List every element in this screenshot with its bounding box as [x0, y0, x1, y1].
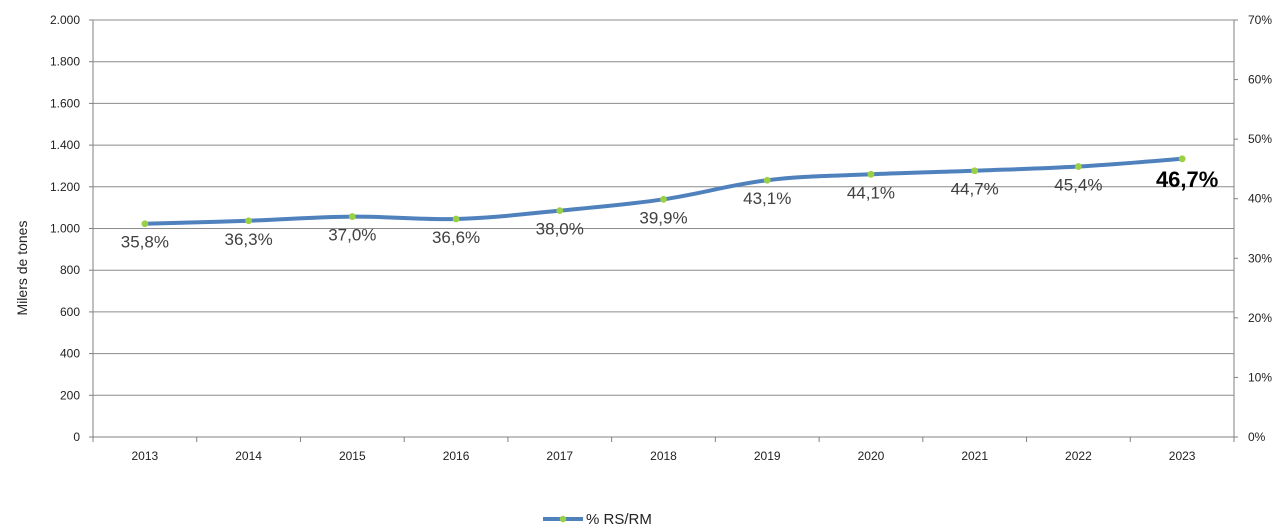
data-point	[349, 213, 356, 220]
data-point	[453, 216, 460, 223]
left-tick-label: 0	[73, 430, 80, 444]
data-label: 43,1%	[743, 189, 791, 208]
left-tick-label: 2.000	[50, 13, 80, 27]
y-axis-label: Milers de tones	[14, 221, 30, 316]
data-point	[141, 220, 148, 227]
right-tick-label: 20%	[1248, 311, 1272, 325]
right-tick-label: 30%	[1248, 251, 1272, 265]
data-point	[660, 196, 667, 203]
left-tick-label: 1.000	[50, 222, 80, 236]
left-tick-label: 1.800	[50, 55, 80, 69]
x-tick-label: 2021	[961, 449, 988, 463]
x-tick-label: 2023	[1169, 449, 1196, 463]
right-tick-label: 60%	[1248, 73, 1272, 87]
left-tick-label: 1.400	[50, 138, 80, 152]
data-point	[1179, 155, 1186, 162]
data-label: 38,0%	[536, 220, 584, 239]
left-axis-ticks: 0 200 400 600 800 1.000 1.200 1.400 1.600 1.800 2.…	[50, 13, 93, 444]
right-axis-ticks: 0% 10% 20% 30% 40% 50% 60% 70%	[1234, 13, 1272, 444]
x-tick-label: 2013	[132, 449, 159, 463]
data-point	[868, 171, 875, 178]
left-tick-label: 400	[60, 347, 80, 361]
x-tick-label: 2020	[858, 449, 885, 463]
x-tick-label: 2015	[339, 449, 366, 463]
data-label: 44,1%	[847, 183, 895, 202]
left-tick-label: 200	[60, 388, 80, 402]
x-tick-label: 2022	[1065, 449, 1092, 463]
data-label: 46,7%	[1156, 167, 1218, 192]
x-tick-label: 2018	[650, 449, 677, 463]
data-label: 36,6%	[432, 228, 480, 247]
right-tick-label: 70%	[1248, 13, 1272, 27]
x-tick-label: 2017	[546, 449, 573, 463]
data-point	[556, 207, 563, 214]
right-tick-label: 50%	[1248, 132, 1272, 146]
x-axis-ticks: 2013 2014 2015 2016 2017 2018 2019 2020 2021 2022…	[93, 437, 1234, 463]
data-label: 35,8%	[121, 233, 169, 252]
data-point	[245, 217, 252, 224]
left-tick-label: 1.200	[50, 180, 80, 194]
legend-marker-swatch	[560, 516, 566, 522]
data-label: 45,4%	[1054, 176, 1102, 195]
x-tick-label: 2014	[235, 449, 262, 463]
data-label: 39,9%	[639, 208, 687, 227]
x-tick-label: 2019	[754, 449, 781, 463]
data-label: 36,3%	[224, 230, 272, 249]
right-tick-label: 0%	[1248, 430, 1266, 444]
left-tick-label: 800	[60, 263, 80, 277]
legend-entry-label: % RS/RM	[586, 511, 652, 528]
legend: % RS/RM	[543, 511, 652, 528]
data-point	[971, 167, 978, 174]
x-tick-label: 2016	[443, 449, 470, 463]
left-tick-label: 1.600	[50, 96, 80, 110]
data-labels: 35,8% 36,3% 37,0% 36,6% 38,0% 39,9% 43,1% 44,1%…	[121, 167, 1219, 252]
right-tick-label: 40%	[1248, 192, 1272, 206]
data-point	[764, 177, 771, 184]
data-label: 44,7%	[951, 180, 999, 199]
left-tick-label: 600	[60, 305, 80, 319]
data-label: 37,0%	[328, 226, 376, 245]
right-tick-label: 10%	[1248, 370, 1272, 384]
data-point	[1075, 163, 1082, 170]
